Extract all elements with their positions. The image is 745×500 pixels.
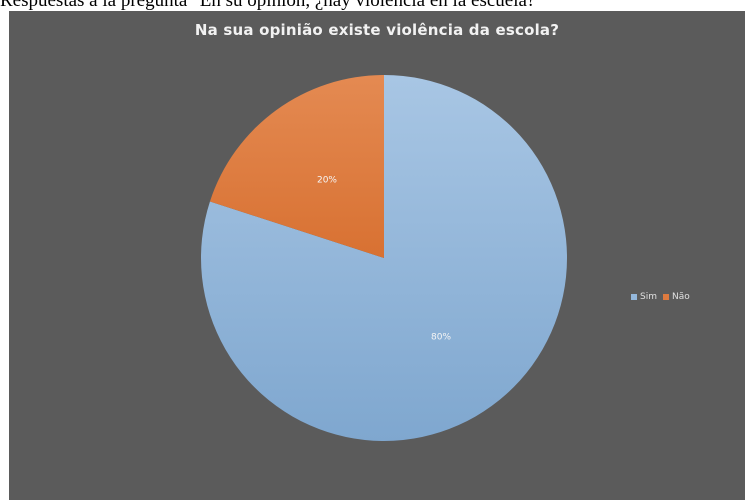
legend-item-nao: Não — [662, 292, 690, 302]
legend-item-sim: Sim — [631, 292, 657, 302]
legend-swatch-nao — [662, 294, 669, 300]
pie-slices — [200, 75, 567, 441]
pie-slice-labels: 80% 20% — [317, 176, 451, 343]
chart-area: Na sua opinião existe violência da escol… — [9, 11, 745, 500]
data-label-nao: 20% — [317, 176, 337, 186]
pie-chart: 80% 20% — [200, 75, 567, 441]
pie-slice-nao — [209, 75, 384, 258]
chart-title: Na sua opinião existe violência da escol… — [194, 21, 560, 39]
chart-legend: Sim Não — [631, 292, 690, 302]
legend-swatch-sim — [631, 294, 637, 300]
legend-label-nao: Não — [671, 292, 690, 302]
page-caption: Respuestas a la pregunta "En su opinión,… — [0, 0, 544, 11]
legend-label-sim: Sim — [640, 292, 657, 302]
data-label-sim: 80% — [431, 332, 451, 342]
